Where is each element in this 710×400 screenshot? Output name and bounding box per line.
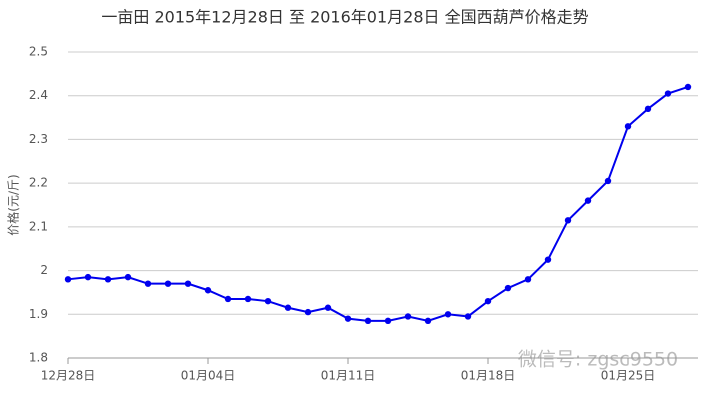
point bbox=[304, 308, 312, 316]
y-tick-label: 2.3 bbox=[29, 132, 48, 146]
y-tick-label: 2.5 bbox=[29, 45, 48, 59]
y-axis-label: 价格(元/斤) bbox=[6, 174, 21, 235]
point bbox=[264, 297, 272, 305]
x-tick-label: 01月04日 bbox=[181, 369, 236, 383]
y-tick-label: 1.9 bbox=[29, 307, 48, 321]
point bbox=[184, 280, 192, 287]
point bbox=[564, 217, 572, 224]
chart-title: 一亩田 2015年12月28日 至 2016年01月28日 全国西葫芦价格走势 bbox=[101, 8, 588, 27]
point bbox=[164, 280, 172, 287]
point bbox=[124, 273, 132, 281]
watermark: 微信号: zgsc9550 bbox=[518, 349, 678, 371]
point bbox=[144, 280, 152, 287]
point bbox=[104, 276, 112, 283]
point bbox=[84, 273, 92, 281]
x-tick-label: 01月11日 bbox=[321, 369, 376, 383]
point bbox=[684, 83, 692, 91]
point bbox=[324, 304, 332, 311]
y-tick-label: 2.2 bbox=[29, 176, 48, 190]
point bbox=[604, 177, 612, 185]
y-tick-label: 2.1 bbox=[29, 219, 48, 233]
point bbox=[424, 317, 432, 325]
point bbox=[504, 284, 512, 292]
point bbox=[444, 311, 452, 318]
point bbox=[664, 90, 672, 97]
point bbox=[544, 256, 552, 263]
point bbox=[524, 276, 532, 283]
point bbox=[484, 297, 492, 305]
point bbox=[464, 313, 472, 320]
line bbox=[67, 86, 689, 322]
y-tick-label: 2.4 bbox=[29, 88, 48, 102]
point bbox=[584, 197, 592, 204]
point bbox=[344, 315, 352, 322]
x-tick-label: 12月28日 bbox=[41, 369, 96, 383]
y-tick-label: 2 bbox=[40, 263, 48, 277]
point bbox=[64, 276, 72, 283]
point bbox=[244, 295, 252, 303]
x-tick-label: 01月25日 bbox=[601, 369, 656, 383]
point bbox=[364, 317, 372, 325]
point bbox=[204, 287, 212, 294]
point bbox=[224, 295, 232, 303]
point bbox=[404, 313, 412, 320]
point bbox=[644, 105, 652, 113]
x-tick-label: 01月18日 bbox=[461, 369, 516, 383]
point bbox=[384, 317, 392, 325]
point bbox=[624, 123, 632, 130]
point bbox=[284, 304, 292, 311]
y-tick-label: 1.8 bbox=[29, 351, 48, 365]
